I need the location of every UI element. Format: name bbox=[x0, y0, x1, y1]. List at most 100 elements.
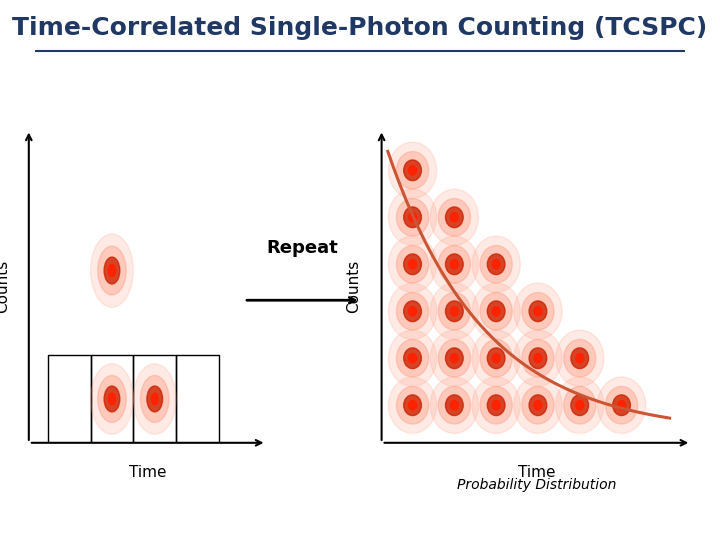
Ellipse shape bbox=[408, 260, 417, 269]
Text: Time-Correlated Single-Photon Counting (TCSPC): Time-Correlated Single-Photon Counting (… bbox=[12, 16, 708, 40]
Ellipse shape bbox=[397, 152, 428, 189]
Ellipse shape bbox=[487, 348, 505, 369]
Ellipse shape bbox=[109, 393, 115, 405]
Ellipse shape bbox=[480, 246, 512, 283]
Ellipse shape bbox=[446, 207, 463, 228]
Ellipse shape bbox=[450, 260, 459, 269]
Ellipse shape bbox=[564, 387, 596, 424]
Ellipse shape bbox=[450, 307, 459, 316]
Ellipse shape bbox=[446, 301, 463, 322]
Ellipse shape bbox=[397, 246, 428, 283]
Bar bbox=[48, 355, 91, 443]
Bar bbox=[91, 355, 133, 443]
Ellipse shape bbox=[514, 377, 562, 434]
Ellipse shape bbox=[472, 330, 521, 387]
Ellipse shape bbox=[492, 401, 500, 410]
Ellipse shape bbox=[133, 364, 176, 434]
Ellipse shape bbox=[397, 387, 428, 424]
Ellipse shape bbox=[613, 395, 631, 416]
Ellipse shape bbox=[534, 354, 542, 363]
Ellipse shape bbox=[576, 401, 584, 410]
Ellipse shape bbox=[450, 213, 459, 222]
Text: Counts: Counts bbox=[0, 260, 10, 313]
Ellipse shape bbox=[408, 354, 417, 363]
Text: Probability Distribution: Probability Distribution bbox=[456, 478, 616, 492]
Ellipse shape bbox=[438, 199, 470, 236]
Ellipse shape bbox=[534, 401, 542, 410]
Ellipse shape bbox=[446, 348, 463, 369]
Ellipse shape bbox=[556, 377, 604, 434]
Ellipse shape bbox=[98, 246, 126, 295]
Ellipse shape bbox=[522, 340, 554, 377]
Ellipse shape bbox=[388, 142, 437, 199]
Ellipse shape bbox=[514, 283, 562, 340]
Bar bbox=[133, 355, 176, 443]
Ellipse shape bbox=[514, 330, 562, 387]
Ellipse shape bbox=[388, 330, 437, 387]
Ellipse shape bbox=[147, 386, 163, 412]
Ellipse shape bbox=[487, 301, 505, 322]
Ellipse shape bbox=[104, 257, 120, 284]
Ellipse shape bbox=[492, 307, 500, 316]
Ellipse shape bbox=[404, 160, 421, 181]
Ellipse shape bbox=[431, 189, 479, 246]
Ellipse shape bbox=[529, 395, 546, 416]
Ellipse shape bbox=[388, 236, 437, 293]
Ellipse shape bbox=[431, 236, 479, 293]
Ellipse shape bbox=[487, 395, 505, 416]
Ellipse shape bbox=[472, 236, 521, 293]
Text: Time: Time bbox=[518, 465, 555, 480]
Ellipse shape bbox=[431, 330, 479, 387]
Ellipse shape bbox=[571, 395, 588, 416]
Ellipse shape bbox=[522, 293, 554, 330]
Text: Time: Time bbox=[129, 465, 166, 480]
Ellipse shape bbox=[438, 246, 470, 283]
Ellipse shape bbox=[450, 354, 459, 363]
Ellipse shape bbox=[408, 401, 417, 410]
Ellipse shape bbox=[431, 377, 479, 434]
Ellipse shape bbox=[408, 166, 417, 175]
Ellipse shape bbox=[404, 395, 421, 416]
Ellipse shape bbox=[472, 283, 521, 340]
Ellipse shape bbox=[438, 293, 470, 330]
Ellipse shape bbox=[109, 265, 115, 276]
Ellipse shape bbox=[98, 375, 126, 422]
Ellipse shape bbox=[564, 340, 596, 377]
Ellipse shape bbox=[529, 348, 546, 369]
Ellipse shape bbox=[397, 293, 428, 330]
Ellipse shape bbox=[404, 254, 421, 275]
Ellipse shape bbox=[408, 213, 417, 222]
Bar bbox=[176, 355, 219, 443]
Ellipse shape bbox=[91, 364, 133, 434]
Ellipse shape bbox=[618, 401, 626, 410]
Ellipse shape bbox=[571, 348, 588, 369]
Ellipse shape bbox=[446, 254, 463, 275]
Ellipse shape bbox=[438, 387, 470, 424]
Ellipse shape bbox=[140, 375, 169, 422]
Ellipse shape bbox=[438, 340, 470, 377]
Ellipse shape bbox=[91, 234, 133, 307]
Ellipse shape bbox=[480, 293, 512, 330]
Ellipse shape bbox=[404, 348, 421, 369]
Ellipse shape bbox=[404, 301, 421, 322]
Ellipse shape bbox=[472, 377, 521, 434]
Ellipse shape bbox=[404, 207, 421, 228]
Ellipse shape bbox=[556, 330, 604, 387]
Ellipse shape bbox=[576, 354, 584, 363]
Ellipse shape bbox=[388, 189, 437, 246]
Ellipse shape bbox=[431, 283, 479, 340]
Ellipse shape bbox=[487, 254, 505, 275]
Ellipse shape bbox=[480, 340, 512, 377]
Ellipse shape bbox=[388, 377, 437, 434]
Ellipse shape bbox=[534, 307, 542, 316]
Ellipse shape bbox=[598, 377, 646, 434]
Ellipse shape bbox=[529, 301, 546, 322]
Text: Repeat: Repeat bbox=[266, 239, 338, 258]
Ellipse shape bbox=[492, 354, 500, 363]
Ellipse shape bbox=[408, 307, 417, 316]
Ellipse shape bbox=[104, 386, 120, 412]
Text: Counts: Counts bbox=[346, 260, 361, 313]
Ellipse shape bbox=[480, 387, 512, 424]
Ellipse shape bbox=[492, 260, 500, 269]
Ellipse shape bbox=[606, 387, 638, 424]
